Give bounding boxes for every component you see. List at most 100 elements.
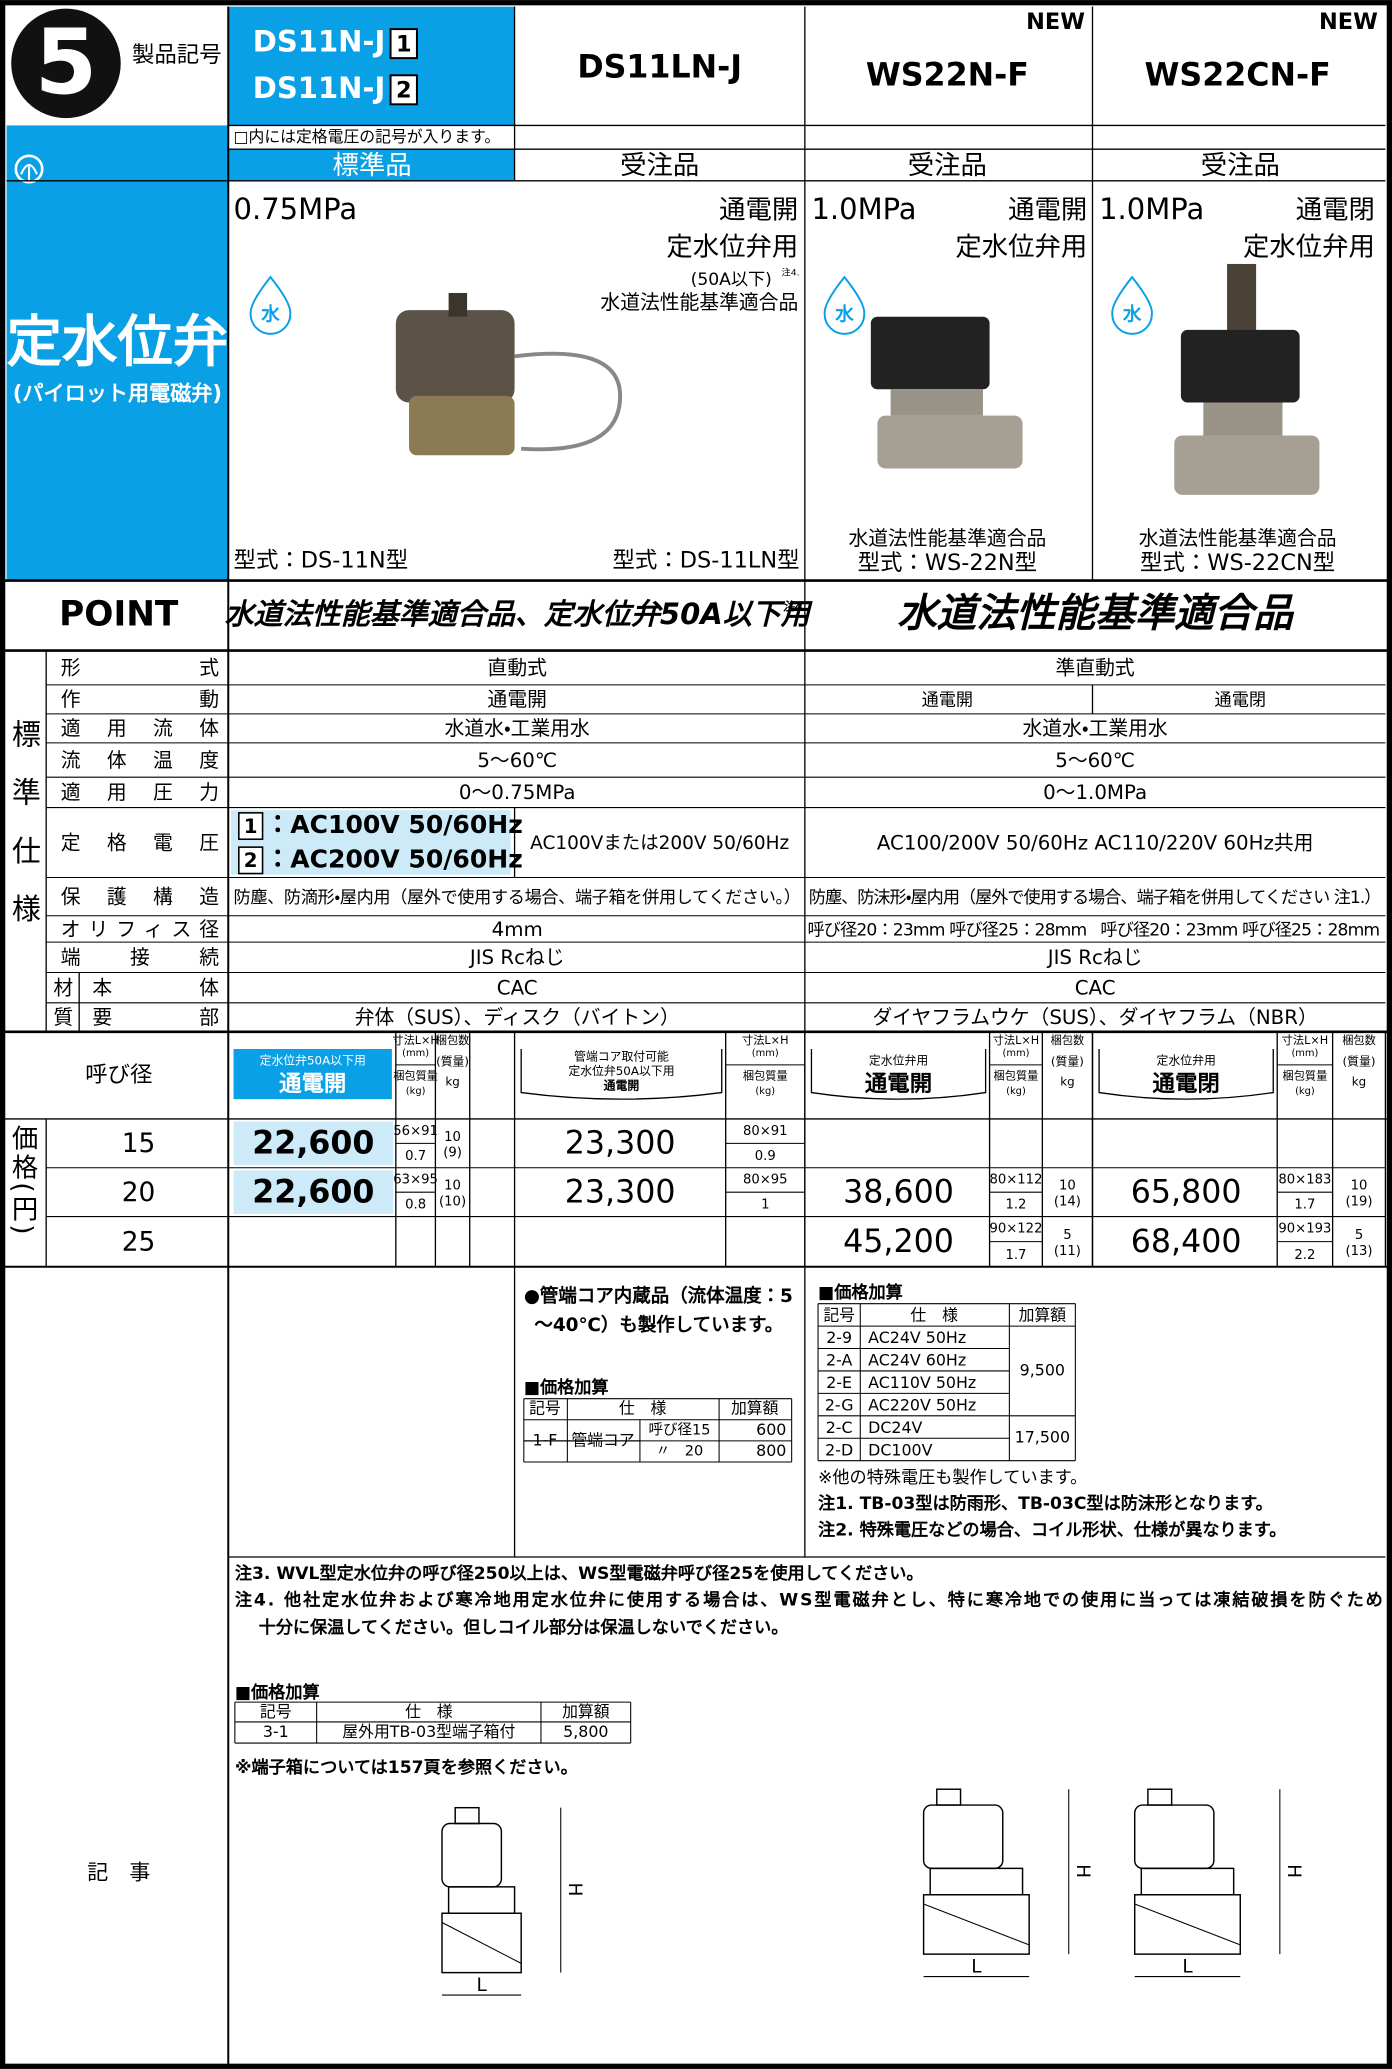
table-cell: 2-9 [826, 1328, 852, 1347]
spec-group: 質 [53, 1006, 73, 1029]
weight-unit: (kg) [406, 1086, 426, 1097]
spec-value: 水道水・工業用水 [1023, 717, 1168, 740]
package-weight: 0.7 [405, 1149, 426, 1164]
voltage-code: 2 [396, 78, 412, 104]
table-head: 加算額 [1019, 1306, 1067, 1325]
outline-drawing [923, 1903, 1030, 1946]
package-qty-weight: (9) [443, 1146, 462, 1161]
table-cell: 5,800 [563, 1722, 608, 1741]
spec-value: 防塵、防沫形・屋内用（屋外で使用する場合、端子箱を併用してください 注1.） [809, 887, 1382, 908]
qty-unit: kg [445, 1074, 459, 1088]
table-cell: 屋外用TB-03型端子箱付 [342, 1722, 515, 1741]
table-cell: DC100V [868, 1440, 932, 1459]
outline-drawing [1147, 1788, 1173, 1806]
outline-drawing [441, 1922, 522, 1964]
reference-note: ※端子箱については157頁を参照ください。 [235, 1757, 578, 1778]
outline-drawing [936, 1788, 962, 1806]
package-qty: 10 [1351, 1179, 1368, 1194]
spec-value: 5～60℃ [477, 749, 557, 772]
spec-value: 通電開 [922, 691, 973, 711]
column-title: 定水位弁用 [1157, 1053, 1216, 1067]
pressure: 1.0MPa [1099, 192, 1204, 226]
column-badge [233, 1049, 392, 1100]
size-label: 呼び径 [85, 1062, 152, 1088]
dimension-label: L [1182, 1956, 1193, 1977]
table-cell: 〃 20 [656, 1443, 703, 1459]
voltage-value: ：AC200V 50/60Hz [265, 844, 523, 873]
dim-unit: (mm) [1002, 1048, 1029, 1059]
water-icon [1111, 275, 1153, 335]
point-text: 水道法性能基準適合品、定水位弁50A以下用 [225, 597, 813, 631]
section-number: 5 [35, 11, 97, 115]
spec-value: CAC [497, 976, 538, 999]
spec-value: 防塵、防滴形・屋内用（屋外で使用する場合、端子箱を併用してください。） [234, 887, 801, 908]
package-qty-weight: (10) [439, 1194, 466, 1209]
table-head: 仕 様 [405, 1702, 453, 1721]
logo-mark [20, 163, 38, 183]
compliance: 水道法性能基準適合品 [1139, 527, 1337, 550]
table-cell: 600 [756, 1420, 786, 1439]
nominal-size: 15 [122, 1129, 156, 1159]
spec-value: AC100Vまたは200V 50/60Hz [530, 833, 789, 854]
price: 68,400 [1131, 1224, 1242, 1260]
spec-value: 弁体（SUS）、ディスク（バイトン） [355, 1006, 680, 1029]
usage: 定水位弁用 [666, 233, 798, 263]
price-group-label: 価格(円) [7, 1124, 38, 1237]
table-head: 加算額 [562, 1702, 610, 1721]
box-note: □内には定格電圧の記号が入ります。 [234, 127, 501, 146]
nominal-size: 20 [122, 1178, 156, 1208]
product-photo [448, 292, 468, 317]
product-code-label: 製品記号 [132, 42, 222, 68]
package-qty: 10 [444, 1179, 461, 1194]
surcharge-title: ■価格加算 [818, 1282, 903, 1303]
product-photo [514, 351, 623, 452]
weight-label: 梱包質量 [393, 1069, 438, 1083]
product-photo [395, 310, 515, 403]
size-note: (50A以下) [691, 270, 772, 290]
weight-unit: (kg) [1295, 1086, 1315, 1097]
dimensions: 90×193 [1278, 1221, 1331, 1236]
product-photo [890, 389, 983, 416]
dim-label: 寸法L×H [993, 1033, 1039, 1047]
product-photo [1227, 263, 1257, 337]
price: 22,600 [252, 1126, 374, 1162]
model-name: WS22N-F [866, 58, 1029, 94]
table-cell: 2-C [826, 1418, 853, 1437]
package-qty-weight: (14) [1054, 1194, 1081, 1209]
price: 38,600 [843, 1174, 954, 1210]
dimension-label: H [1283, 1864, 1304, 1878]
dim-label: 寸法L×H [742, 1033, 788, 1047]
note-ref: 注4. [783, 600, 808, 614]
spec-value: 5～60℃ [1055, 749, 1135, 772]
voltage-box [389, 28, 418, 60]
action: 通電開 [719, 196, 798, 226]
package-weight: 0.8 [405, 1198, 426, 1213]
package-weight: 2.2 [1294, 1248, 1315, 1263]
package-weight: 1.2 [1005, 1198, 1026, 1213]
spec-value: ダイヤフラムウケ（SUS）、ダイヤフラム（NBR） [872, 1006, 1317, 1029]
stock-status: 標準品 [333, 151, 412, 181]
dimensions: 90×122 [989, 1221, 1042, 1236]
spec-value: 通電閉 [1215, 691, 1266, 711]
outline-drawing [441, 1912, 522, 1974]
dim-unit: (mm) [752, 1048, 779, 1059]
table-head: 仕 様 [910, 1306, 958, 1325]
table-cell: AC24V 60Hz [868, 1351, 966, 1370]
package-qty: 5 [1355, 1228, 1363, 1243]
spec-value: 水道水・工業用水 [445, 717, 590, 740]
dim-label: 寸法L×H [1282, 1033, 1328, 1047]
category-title: 定水位弁 [7, 311, 229, 375]
column-badge [1098, 1049, 1274, 1100]
stock-status: 受注品 [620, 151, 699, 181]
table-cell: 2-E [826, 1373, 852, 1392]
voltage-code: 1 [244, 815, 258, 838]
table-head: 記号 [260, 1702, 292, 1721]
weight-unit: (kg) [1006, 1086, 1026, 1097]
point-label: POINT [59, 595, 179, 635]
dimensions: 56×91 [393, 1124, 438, 1139]
weight-label: 梱包質量 [1283, 1069, 1328, 1083]
price: 23,300 [565, 1126, 676, 1162]
table-head: 記号 [529, 1399, 561, 1418]
remark-note: 注3. WVL型定水位弁の呼び径250以上は、WS型電磁弁呼び径25を使用してく… [235, 1563, 924, 1584]
